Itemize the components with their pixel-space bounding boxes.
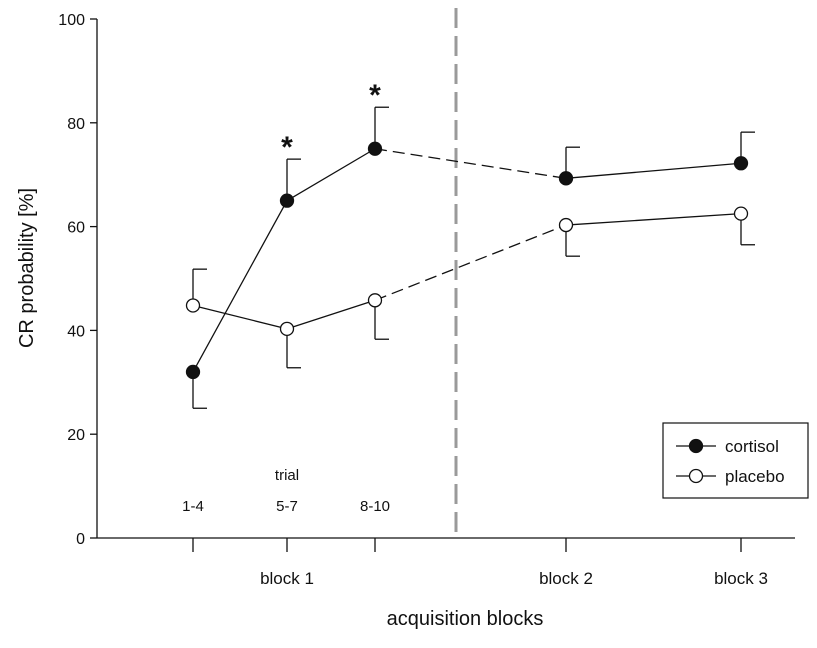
line-cortisol-seg-1 xyxy=(286,148,376,202)
x-label-block-2: block 2 xyxy=(539,569,593,588)
point-cortisol-8-10 xyxy=(367,141,383,156)
significance-star-5-7: * xyxy=(281,131,293,164)
legend: cortisol placebo xyxy=(662,422,809,499)
legend-label-cortisol: cortisol xyxy=(725,437,779,456)
x-label-block-1: block 1 xyxy=(260,569,314,588)
legend-marker-placebo xyxy=(688,468,704,484)
point-placebo-1-4 xyxy=(185,298,201,313)
data-markers xyxy=(185,141,749,380)
line-cortisol-seg-0 xyxy=(192,200,288,373)
line-cortisol-seg-2 xyxy=(374,148,567,179)
point-cortisol-block-3 xyxy=(733,156,749,171)
x-axis: 1-4 5-7 8-10 block 1 block 2 block 3 xyxy=(97,498,795,588)
series-lines xyxy=(192,148,742,373)
y-tick-label-80: 80 xyxy=(67,116,85,133)
line-placebo-seg-1 xyxy=(286,299,376,330)
trial-label-1-4: 1-4 xyxy=(182,498,204,515)
trial-label-8-10: 8-10 xyxy=(360,498,390,515)
trial-label-5-7: 5-7 xyxy=(276,498,298,515)
error-bars xyxy=(192,106,755,409)
trial-title: trial xyxy=(275,467,299,484)
legend-label-placebo: placebo xyxy=(725,467,785,486)
point-placebo-block-3 xyxy=(733,206,749,221)
y-tick-label-40: 40 xyxy=(67,323,85,340)
y-tick-label-0: 0 xyxy=(76,531,85,548)
y-axis: 0 20 40 60 80 100 xyxy=(58,12,98,548)
y-axis-title: CR probability [%] xyxy=(16,188,38,348)
line-placebo-seg-2 xyxy=(374,224,567,301)
significance-star-8-10: * xyxy=(369,79,381,112)
legend-marker-cortisol xyxy=(688,438,704,454)
x-axis-title: acquisition blocks xyxy=(387,608,544,630)
point-placebo-5-7 xyxy=(279,321,295,336)
line-placebo-seg-0 xyxy=(192,304,288,330)
x-label-block-3: block 3 xyxy=(714,569,768,588)
y-tick-label-20: 20 xyxy=(67,427,85,444)
point-cortisol-5-7 xyxy=(279,193,295,208)
y-tick-label-100: 100 xyxy=(58,12,85,29)
point-placebo-8-10 xyxy=(367,293,383,308)
line-placebo-seg-3 xyxy=(565,212,742,226)
point-cortisol-block-2 xyxy=(558,171,574,186)
line-cortisol-seg-3 xyxy=(565,162,742,179)
legend-box xyxy=(662,422,809,499)
point-placebo-block-2 xyxy=(558,217,574,233)
y-tick-label-60: 60 xyxy=(67,220,85,237)
significance-markers: ** xyxy=(281,79,381,164)
point-cortisol-1-4 xyxy=(185,364,201,380)
